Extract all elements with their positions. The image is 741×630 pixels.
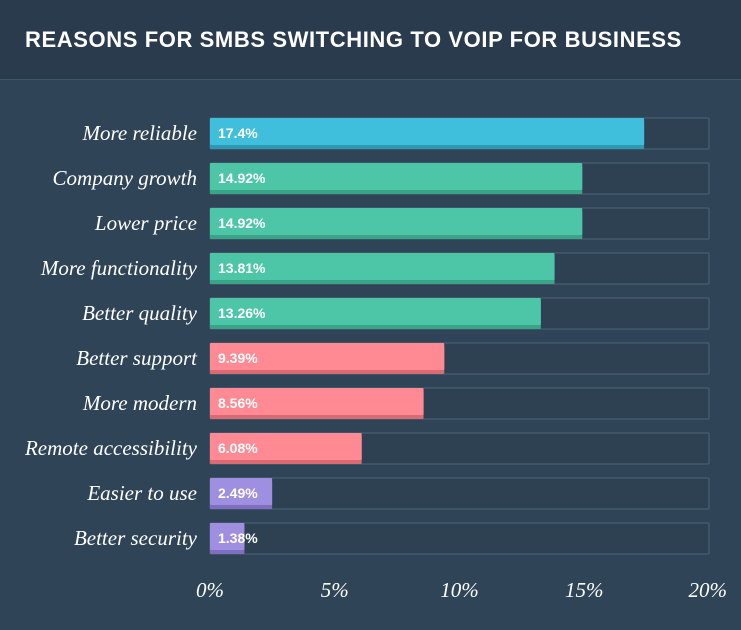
bar-track	[209, 522, 710, 555]
x-tick-label: 0%	[196, 578, 224, 602]
bar	[210, 163, 583, 190]
bar	[210, 208, 583, 235]
bar-value-label: 14.92%	[218, 170, 266, 186]
x-axis: 0% 5% 10% 15% 20%	[196, 578, 727, 602]
chart-title: REASONS FOR SMBS SWITCHING TO VOIP FOR B…	[25, 27, 682, 52]
bar	[210, 478, 273, 505]
category-label: More modern	[82, 391, 197, 415]
x-tick-label: 20%	[689, 578, 728, 602]
category-label: Better support	[76, 346, 198, 370]
bar-row: 14.92% Company growth	[53, 162, 710, 195]
bar-row: 1.38% Better security	[74, 522, 710, 555]
bar-track	[209, 477, 710, 510]
category-label: More functionality	[40, 256, 198, 280]
bar-value-label: 13.81%	[218, 260, 266, 276]
bar-value-label: 14.92%	[218, 215, 266, 231]
category-label: Company growth	[53, 166, 197, 190]
category-label: Better quality	[82, 301, 198, 325]
bar-row: 14.92% Lower price	[94, 207, 710, 240]
bar-row: 2.49% Easier to use	[86, 477, 710, 510]
category-label: Easier to use	[86, 481, 197, 505]
bar	[210, 343, 445, 370]
x-tick-label: 5%	[321, 578, 349, 602]
category-label: Lower price	[94, 211, 197, 235]
chart-header: REASONS FOR SMBS SWITCHING TO VOIP FOR B…	[0, 0, 741, 80]
bar	[210, 118, 645, 145]
bar-value-label: 17.4%	[218, 125, 258, 141]
bar-row: 6.08% Remote accessibility	[24, 432, 710, 465]
bar-row: 9.39% Better support	[76, 342, 710, 375]
bar-row: 13.81% More functionality	[40, 252, 710, 285]
bar-row: 13.26% Better quality	[82, 297, 710, 330]
bar-value-label: 1.38%	[218, 530, 258, 546]
bar-row: 8.56% More modern	[82, 387, 710, 420]
bar-value-label: 6.08%	[218, 440, 258, 456]
x-tick-label: 15%	[565, 578, 604, 602]
bar	[210, 523, 245, 550]
bar-value-label: 2.49%	[218, 485, 258, 501]
bar-value-label: 13.26%	[218, 305, 266, 321]
bar	[210, 433, 362, 460]
bar	[210, 253, 555, 280]
category-label: Remote accessibility	[24, 436, 198, 460]
bar-value-label: 8.56%	[218, 395, 258, 411]
category-label: More reliable	[82, 121, 198, 145]
bar-row: 17.4% More reliable	[82, 117, 710, 150]
category-label: Better security	[74, 526, 198, 550]
bar-value-label: 9.39%	[218, 350, 258, 366]
bar	[210, 298, 541, 325]
x-tick-label: 10%	[440, 578, 479, 602]
bar	[210, 388, 424, 415]
